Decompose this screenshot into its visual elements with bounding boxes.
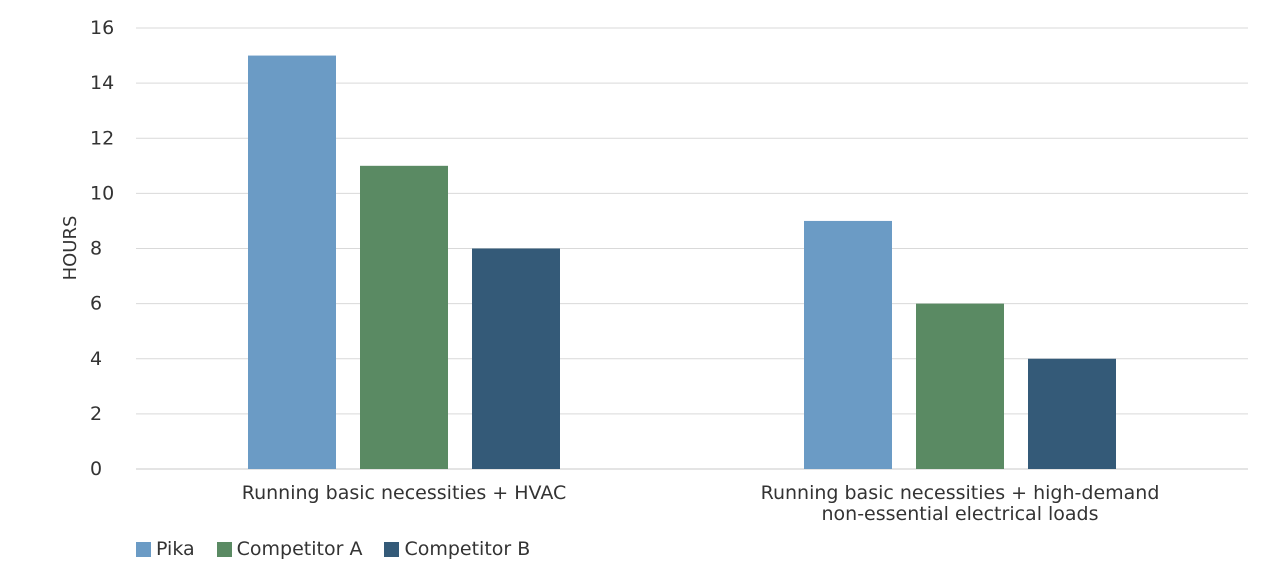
y-tick-label: 0 [90, 458, 102, 480]
y-axis-ticks: 0 2 4 6 8 10 12 14 16 [90, 17, 114, 480]
category-labels: Running basic necessities + HVAC Running … [242, 482, 1160, 525]
legend-item: Competitor A [216, 538, 363, 560]
bar-competitor-a [916, 303, 1004, 469]
category-label: non-essential electrical loads [821, 503, 1098, 525]
bar-competitor-a [360, 165, 448, 469]
bar-chart: 0 2 4 6 8 10 12 14 16 Running basic necessities … [60, 17, 1248, 525]
legend-label: Competitor B [404, 538, 531, 560]
bars [248, 55, 1116, 469]
y-tick-label: 16 [90, 17, 114, 39]
legend-label: Pika [156, 538, 195, 560]
legend-item: Pika [136, 538, 195, 560]
y-tick-label: 2 [90, 403, 102, 425]
legend-swatch [136, 541, 151, 557]
y-tick-label: 12 [90, 127, 114, 149]
category-label: Running basic necessities + HVAC [242, 482, 567, 504]
legend-swatch [216, 541, 232, 557]
legend-label: Competitor A [236, 538, 363, 560]
y-tick-label: 10 [90, 182, 114, 204]
legend-swatch [384, 541, 400, 557]
bar-competitor-b [472, 248, 560, 469]
bar-pika [804, 220, 892, 469]
y-tick-label: 4 [90, 348, 102, 370]
legend-item: Competitor B [384, 538, 530, 560]
legend: Pika Competitor A Competitor B [136, 538, 552, 560]
bar-competitor-b [1028, 358, 1116, 469]
y-tick-label: 8 [90, 238, 102, 260]
y-axis-title: HOURS [60, 216, 81, 281]
category-label: Running basic necessities + high-demand [761, 482, 1160, 504]
y-tick-label: 14 [90, 72, 114, 94]
y-tick-label: 6 [90, 293, 102, 315]
bar-pika [248, 55, 336, 469]
